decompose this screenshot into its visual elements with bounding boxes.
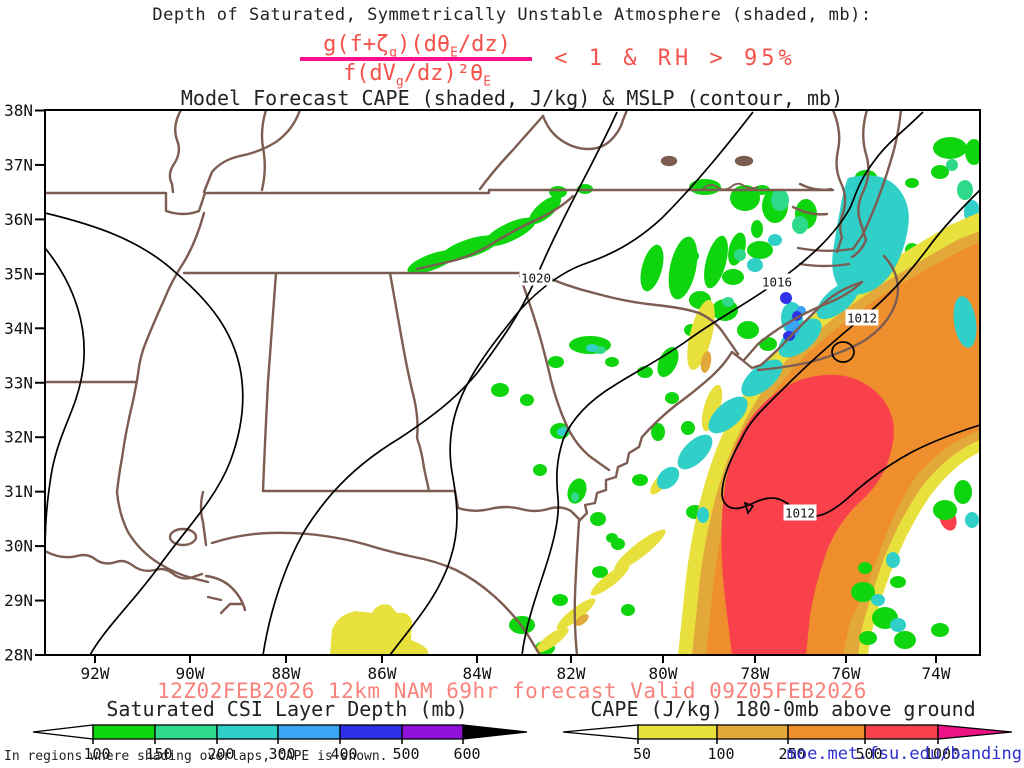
lat-tick-label: 28N [4, 646, 33, 665]
mslp-contour-label: 1012 [847, 311, 877, 326]
cape-colorbar: 50 100 250 500 1000 [562, 724, 1013, 763]
mslp-contours [45, 111, 980, 655]
colorbar-tick-label: 300 [268, 745, 295, 763]
colorbar-tick-label: 100 [707, 745, 734, 763]
lon-tick-label: 76W [832, 664, 861, 683]
csi-colorbar: 100 150 200 300 400 500 600 [32, 724, 528, 763]
colorbar-tick-label: 200 [207, 745, 234, 763]
lon-tick-label: 88W [272, 664, 301, 683]
colorbar-tick-label: 500 [392, 745, 419, 763]
lat-tick-label: 29N [4, 591, 33, 610]
colorbar-tick-label: 150 [145, 745, 172, 763]
formula-condition: < 1 & RH > 95% [554, 46, 796, 71]
formula-numerator: g(f+ζg)(dθE/dz) [323, 32, 511, 61]
csi-colorbar-title: Saturated CSI Layer Depth (mb) [106, 697, 468, 721]
mslp-contour-label: 1012 [785, 506, 815, 521]
cape-colorbar-title: CAPE (J/kg) 180-0mb above ground [590, 697, 976, 721]
lon-tick-label: 82W [557, 664, 586, 683]
mslp-contour-label: 1016 [762, 275, 792, 290]
forecast-timestamp: 12Z02FEB2026 12km NAM 69hr forecast Vali… [157, 679, 867, 703]
lat-tick-label: 34N [4, 319, 33, 338]
colorbar-tick-label: 250 [778, 745, 805, 763]
formula-denominator: f(dVg/dz)²θE [342, 61, 492, 90]
plot-subtitle: Model Forecast CAPE (shaded, J/kg) & MSL… [180, 86, 844, 110]
lon-tick-label: 78W [741, 664, 770, 683]
lon-tick-label: 92W [81, 664, 110, 683]
lat-tick-label: 31N [4, 482, 33, 501]
fraction-bar [300, 57, 532, 61]
colorbar-tick-label: 600 [453, 745, 480, 763]
lon-tick-label: 84W [463, 664, 492, 683]
colorbar-tick-label: 400 [330, 745, 357, 763]
colorbar-tick-label: 1000 [924, 745, 960, 763]
site-url-link[interactable]: moe.met.fsu.edu/banding [786, 744, 1022, 764]
lat-tick-label: 37N [4, 155, 33, 174]
lat-tick-label: 35N [4, 264, 33, 283]
lon-tick-label: 80W [649, 664, 678, 683]
colorbar-tick-label: 500 [855, 745, 882, 763]
lon-tick-label: 86W [368, 664, 397, 683]
lon-tick-label: 90W [176, 664, 205, 683]
lat-tick-label: 32N [4, 428, 33, 447]
contour-labels: 1020 1016 1012 1012 [519, 269, 879, 521]
state-boundaries [45, 110, 903, 655]
colorbar-tick-label: 100 [83, 745, 110, 763]
overlap-note: In regions where shading overlaps, CAPE … [4, 749, 388, 764]
lat-tick-label: 33N [4, 373, 33, 392]
lat-tick-label: 30N [4, 537, 33, 556]
latitude-axis: 38N 37N 36N 35N 34N 33N 32N 31N 30N 29N 28N [4, 101, 45, 665]
lat-tick-label: 36N [4, 210, 33, 229]
page-title: Depth of Saturated, Symmetrically Unstab… [152, 5, 872, 25]
lat-tick-label: 38N [4, 101, 33, 120]
longitude-axis: 92W 90W 88W 86W 84W 82W 80W 78W 76W 74W [81, 655, 951, 683]
colorbar-tick-label: 50 [633, 745, 651, 763]
lon-tick-label: 74W [922, 664, 951, 683]
mslp-contour-label: 1020 [521, 271, 551, 286]
